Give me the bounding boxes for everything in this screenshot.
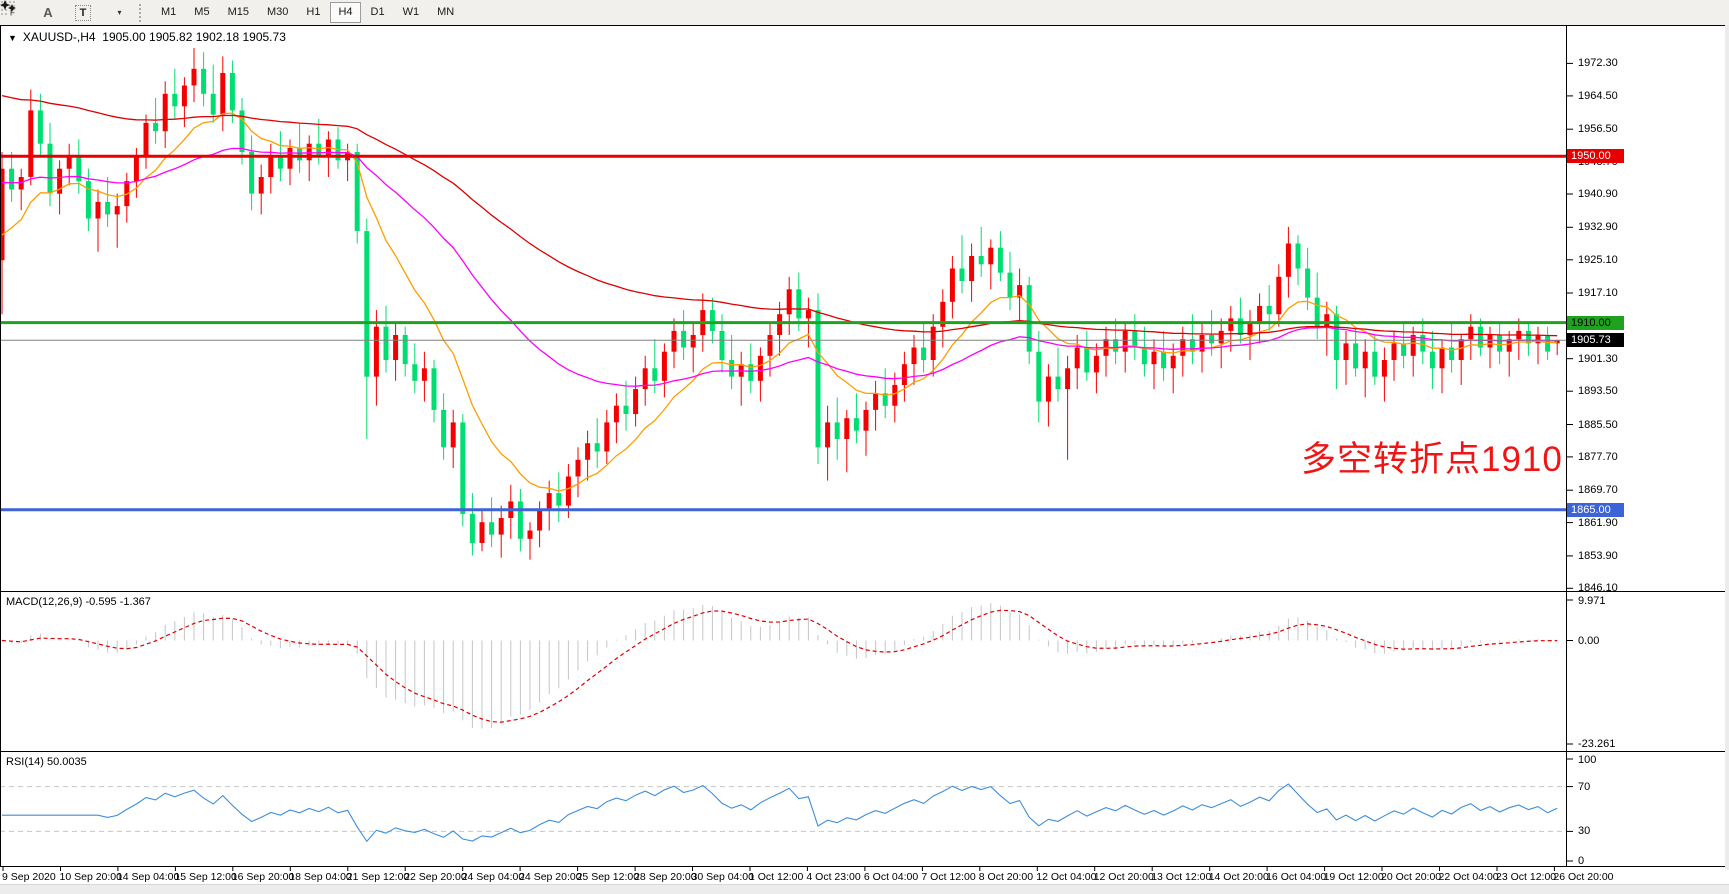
time-axis-label: 22 Oct 04:00 <box>1438 871 1499 883</box>
ohlc-low: 1902.18 <box>195 30 240 44</box>
arrows-dropdown-caret[interactable]: ▾ <box>117 8 122 17</box>
macd-axis-label: 0.00 <box>1578 634 1600 647</box>
rsi-axis-label: 100 <box>1578 754 1597 766</box>
time-axis-label: 24 Sep 20:00 <box>519 871 582 883</box>
macd-axis-label: 9.971 <box>1578 595 1606 607</box>
price-axis-label: 1956.50 <box>1578 123 1618 136</box>
time-axis-label: 30 Sep 04:00 <box>691 871 754 883</box>
time-axis-label: 14 Oct 20:00 <box>1208 871 1269 883</box>
time-axis-label: 16 Sep 20:00 <box>231 871 295 883</box>
time-axis-label: 22 Sep 20:00 <box>404 871 467 883</box>
time-axis-label: 13 Oct 12:00 <box>1151 871 1212 883</box>
timeframe-button-mn[interactable]: MN <box>437 6 455 18</box>
time-axis-label: 19 Oct 12:00 <box>1323 871 1384 883</box>
price-axis-label: 1885.50 <box>1578 418 1618 431</box>
price-axis-label: 1940.90 <box>1578 188 1618 200</box>
time-axis-label: 1 Oct 12:00 <box>749 871 804 883</box>
text-label-tool-button[interactable]: T <box>71 2 95 24</box>
timeframe-toolbar: M1 M5 M15 M30 H1 H4 D1 W1 MN <box>152 0 463 25</box>
time-axis-label: 12 Oct 04:00 <box>1036 871 1097 883</box>
timeframe-button-h4[interactable]: H4 <box>330 2 361 23</box>
price-level-badge: 1865.00 <box>1567 502 1624 517</box>
time-axis-label: 24 Sep 04:00 <box>461 871 525 883</box>
macd-axis-label: -23.261 <box>1578 738 1616 750</box>
price-level-badge: 1950.00 <box>1567 149 1624 164</box>
rsi-axis-label: 0 <box>1578 855 1585 867</box>
svg-text:F: F <box>10 9 15 17</box>
rsi-axis-label: 30 <box>1578 825 1591 838</box>
price-axis-label: 1853.90 <box>1578 549 1618 562</box>
time-axis-label: 15 Sep 12:00 <box>174 871 237 883</box>
price-axis-label: 1901.30 <box>1578 352 1618 365</box>
time-axis-label: 23 Oct 12:00 <box>1496 871 1557 883</box>
collapse-arrow-icon[interactable]: ▼ <box>8 33 17 43</box>
chart-annotation: 多空转折点1910 <box>1301 440 1563 479</box>
time-axis-label: 14 Sep 04:00 <box>116 871 180 883</box>
price-level-badge: 1910.00 <box>1567 315 1624 330</box>
timeframe-button-m1[interactable]: M1 <box>161 6 177 18</box>
time-axis-label: 26 Oct 20:00 <box>1553 871 1614 883</box>
time-axis-label: 6 Oct 04:00 <box>863 871 919 883</box>
time-axis-label: 9 Sep 2020 <box>2 871 56 883</box>
time-axis-label: 8 Oct 20:00 <box>978 871 1034 883</box>
price-axis-label: 1893.50 <box>1578 385 1618 398</box>
rsi-axis-label: 70 <box>1578 780 1591 793</box>
current-price-badge: 1905.73 <box>1567 333 1624 348</box>
price-axis-label: 1869.70 <box>1578 484 1618 497</box>
price-axis-label: 1917.10 <box>1578 287 1618 299</box>
font-a-icon: A <box>43 5 53 20</box>
timeframe-button-h1[interactable]: H1 <box>306 6 321 18</box>
price-axis-label: 1932.90 <box>1578 221 1618 234</box>
time-axis-label: 18 Sep 04:00 <box>289 871 352 883</box>
price-axis-label: 1861.90 <box>1578 516 1618 529</box>
price-axis-label: 1877.70 <box>1578 450 1618 463</box>
macd-label: MACD(12,26,9) -0.595 -1.367 <box>6 596 151 608</box>
time-axis-label: 25 Sep 12:00 <box>576 871 640 883</box>
time-axis-label: 7 Oct 12:00 <box>921 871 976 883</box>
font-tool-button[interactable]: A <box>36 2 60 24</box>
time-axis-label: 16 Oct 04:00 <box>1266 871 1327 883</box>
timeframe-button-w1[interactable]: W1 <box>402 6 420 18</box>
toolbar: F A T ▾ M1 M5 M15 M30 H1 H4 D1 W1 MN <box>0 0 1729 25</box>
timeframe-button-m5[interactable]: M5 <box>194 6 210 18</box>
time-axis-label: 4 Oct 23:00 <box>806 871 861 883</box>
price-axis-label: 1972.30 <box>1578 57 1618 70</box>
ohlc-close: 1905.73 <box>242 30 286 44</box>
text-t-icon: T <box>74 4 92 21</box>
price-axis-label: 1964.50 <box>1578 89 1618 102</box>
toolbar-grip[interactable] <box>139 3 146 22</box>
time-axis-label: 12 Oct 20:00 <box>1093 871 1154 883</box>
time-axis-label: 28 Sep 20:00 <box>634 871 697 883</box>
timeframe-button-d1[interactable]: D1 <box>370 6 385 18</box>
price-axis-label: 1925.10 <box>1578 253 1618 266</box>
time-axis-label: 20 Oct 20:00 <box>1381 871 1442 883</box>
time-axis-label: 10 Sep 20:00 <box>59 871 122 883</box>
symbol-name: XAUUSD-,H4 <box>22 30 96 44</box>
ohlc-open: 1905.00 <box>102 30 146 44</box>
timeframe-button-m15[interactable]: M15 <box>227 6 249 18</box>
ohlc-high: 1905.82 <box>149 30 193 44</box>
symbol-ohlc-title: ▼ XAUUSD-,H4 1905.00 1905.82 1902.18 1905… <box>8 30 286 44</box>
arrows-tool-button[interactable]: ▾ <box>0 0 130 24</box>
timeframe-button-m30[interactable]: M30 <box>266 6 289 18</box>
macd-values: -0.595 -1.367 <box>85 596 151 608</box>
rsi-value: 50.0035 <box>46 756 87 768</box>
rsi-label: RSI(14) 50.0035 <box>6 756 87 768</box>
time-axis-label: 21 Sep 12:00 <box>346 871 410 883</box>
price-axis-label: 1846.10 <box>1578 582 1618 595</box>
arrows-icon <box>0 0 16 12</box>
